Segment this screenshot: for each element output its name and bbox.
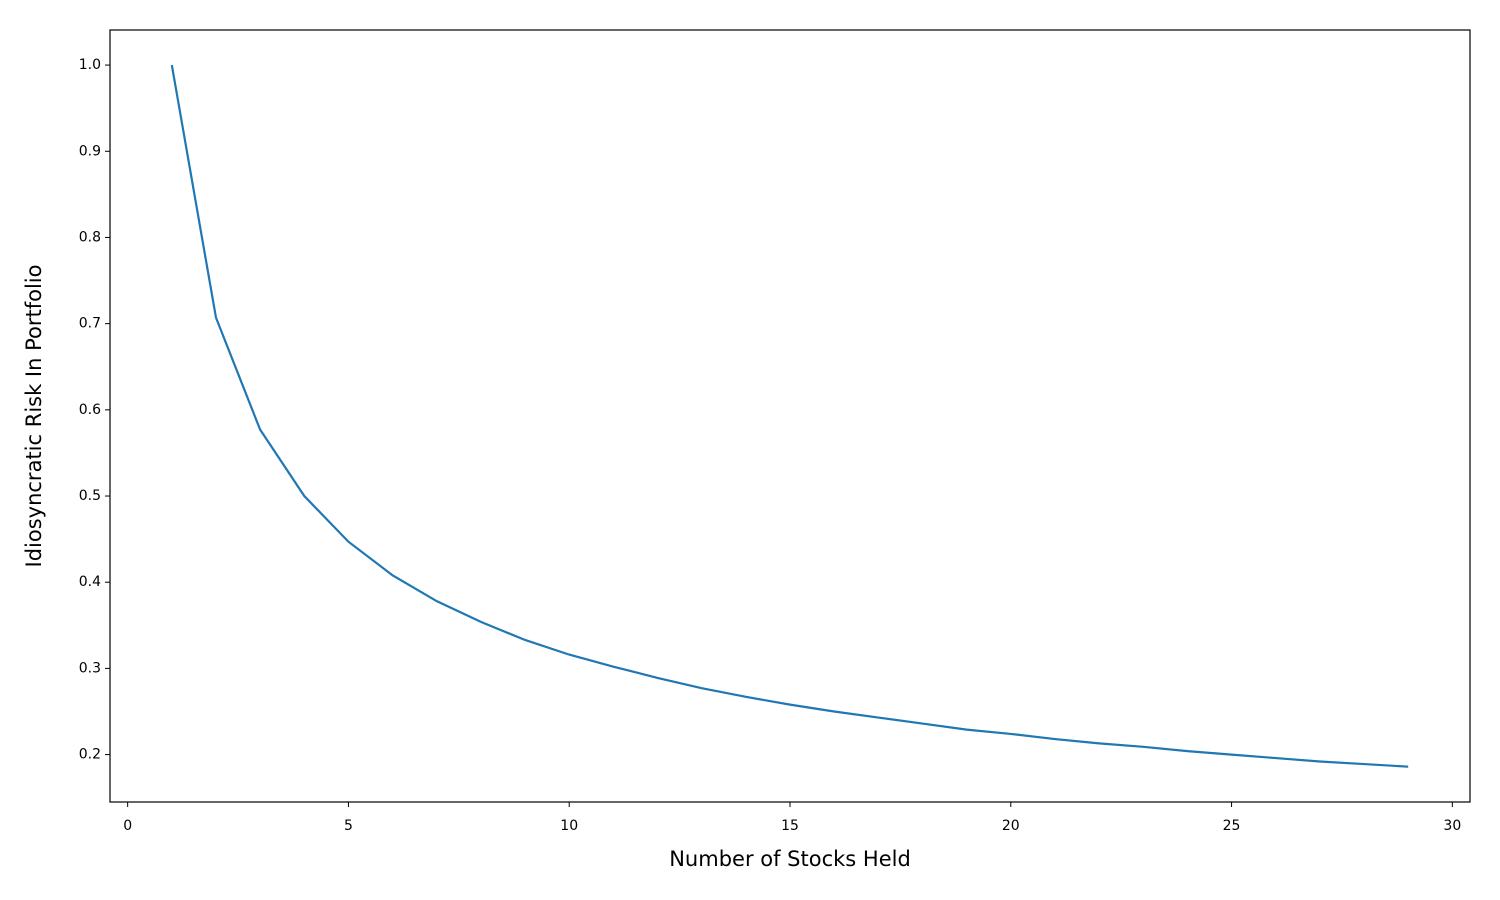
x-tick-label: 10 (560, 818, 578, 834)
y-tick-label: 0.3 (79, 660, 101, 676)
y-tick-label: 0.7 (79, 316, 101, 332)
x-tick-label: 30 (1443, 818, 1461, 834)
data-line (170, 64, 1409, 768)
y-tick-label: 1.0 (79, 57, 101, 73)
y-tick-label: 0.4 (79, 574, 101, 590)
x-tick-label: 20 (1002, 818, 1020, 834)
plot-frame (109, 29, 1471, 803)
x-tick-label: 0 (123, 818, 132, 834)
y-axis-label: Idiosyncratic Risk In Portfolio (22, 265, 46, 568)
y-tick-label: 0.9 (79, 143, 101, 159)
x-axis-label: Number of Stocks Held (669, 847, 911, 871)
x-tick-label: 15 (781, 818, 799, 834)
y-tick-label: 0.5 (79, 488, 101, 504)
x-tick-label: 5 (344, 818, 353, 834)
y-tick-label: 0.8 (79, 229, 101, 245)
y-tick-label: 0.6 (79, 402, 101, 418)
y-tick-label: 0.2 (79, 747, 101, 763)
x-tick-label: 25 (1223, 818, 1241, 834)
